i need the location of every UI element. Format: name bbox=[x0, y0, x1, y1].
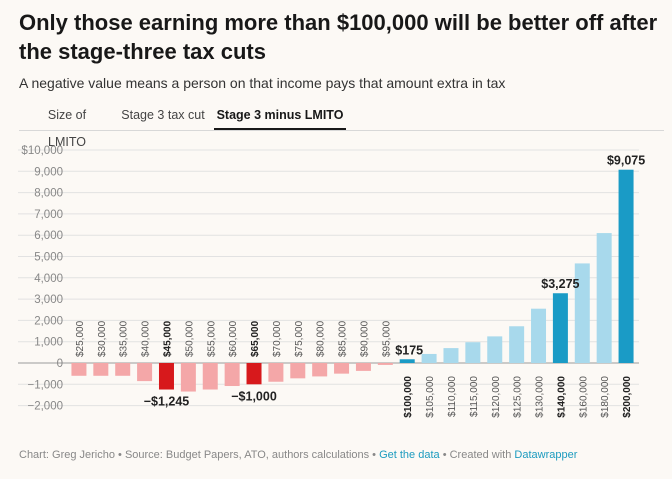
category-label: $140,000 bbox=[556, 376, 567, 418]
bar bbox=[71, 363, 87, 376]
bar bbox=[355, 363, 371, 371]
bar bbox=[574, 263, 590, 363]
category-label: $70,000 bbox=[272, 320, 283, 357]
y-tick-label: −1,000 bbox=[28, 379, 64, 391]
footer-credit: Chart: Greg Jericho • Source: Budget Pap… bbox=[19, 449, 380, 461]
category-label: $200,000 bbox=[622, 376, 633, 418]
y-tick-label: −2,000 bbox=[28, 401, 64, 413]
bar bbox=[487, 336, 503, 363]
bar bbox=[465, 342, 481, 363]
category-label: $130,000 bbox=[535, 376, 546, 418]
tab-stage-3-tax-cut[interactable]: Stage 3 tax cut bbox=[121, 108, 205, 122]
bar bbox=[158, 363, 174, 390]
data-label: $3,275 bbox=[541, 277, 579, 291]
category-label: $120,000 bbox=[491, 376, 502, 418]
y-tick-label: 2,000 bbox=[34, 315, 63, 327]
category-label: $85,000 bbox=[338, 320, 349, 357]
y-tick-label: 1,000 bbox=[34, 337, 63, 349]
chart-title: Only those earning more than $100,000 wi… bbox=[19, 10, 658, 64]
bar bbox=[224, 363, 240, 387]
bar bbox=[618, 169, 634, 363]
category-label: $80,000 bbox=[316, 320, 327, 357]
category-label: $125,000 bbox=[513, 376, 524, 418]
datawrapper-link[interactable]: Datawrapper bbox=[514, 449, 578, 461]
y-tick-label: 3,000 bbox=[34, 294, 63, 306]
category-label: $105,000 bbox=[425, 376, 436, 418]
category-label: $65,000 bbox=[250, 320, 261, 357]
data-label: $9,075 bbox=[607, 154, 645, 168]
category-label: $100,000 bbox=[403, 376, 414, 418]
category-label: $25,000 bbox=[75, 320, 86, 357]
bar bbox=[268, 363, 284, 382]
footer: Chart: Greg Jericho • Source: Budget Pap… bbox=[19, 449, 577, 461]
y-tick-label: 7,000 bbox=[34, 209, 63, 221]
bar bbox=[334, 363, 350, 374]
bar bbox=[180, 363, 196, 392]
category-label: $40,000 bbox=[141, 320, 152, 357]
y-tick-label: 6,000 bbox=[34, 230, 63, 242]
footer-created: • Created with bbox=[439, 449, 515, 461]
get-the-data-link[interactable]: Get the data bbox=[379, 449, 440, 461]
bar bbox=[509, 326, 525, 363]
bar bbox=[312, 363, 328, 377]
y-tick-label: 9,000 bbox=[34, 166, 63, 178]
tab-stage-3-minus-lmito[interactable]: Stage 3 minus LMITO bbox=[214, 102, 346, 130]
category-label: $35,000 bbox=[119, 320, 130, 357]
data-label: $175 bbox=[395, 343, 423, 357]
data-label: −$1,245 bbox=[144, 395, 190, 409]
category-label: $110,000 bbox=[447, 376, 458, 417]
bar bbox=[399, 359, 415, 363]
bar bbox=[246, 363, 262, 385]
category-label: $60,000 bbox=[228, 320, 239, 357]
category-label: $95,000 bbox=[381, 320, 392, 357]
bar bbox=[443, 348, 459, 363]
category-label: $180,000 bbox=[600, 376, 611, 418]
category-label: $160,000 bbox=[578, 376, 589, 418]
bar bbox=[115, 363, 131, 376]
bar bbox=[290, 363, 306, 379]
bar bbox=[421, 353, 437, 363]
tab-size-of-lmito[interactable]: Size of LMITO bbox=[47, 108, 87, 149]
bar bbox=[202, 363, 218, 390]
y-tick-label: 0 bbox=[57, 358, 63, 370]
category-label: $75,000 bbox=[294, 320, 305, 357]
bar-chart: −2,000 −1,000 0 1,000 2,000 3,000 4,000 5,000 6,… bbox=[18, 145, 645, 418]
category-label: $55,000 bbox=[206, 320, 217, 357]
y-tick-label: 4,000 bbox=[34, 273, 63, 285]
bar bbox=[552, 293, 568, 363]
category-label: $30,000 bbox=[97, 320, 108, 357]
data-label: −$1,000 bbox=[231, 389, 277, 403]
category-label: $45,000 bbox=[162, 320, 173, 357]
chart-subtitle: A negative value means a person on that … bbox=[19, 75, 506, 91]
bar bbox=[377, 363, 393, 365]
category-label: $90,000 bbox=[359, 320, 370, 357]
y-tick-label: 8,000 bbox=[34, 188, 63, 200]
bar bbox=[93, 363, 109, 376]
y-tick-label: 5,000 bbox=[34, 252, 63, 264]
view-tabs: Size of LMITO Stage 3 tax cut Stage 3 mi… bbox=[19, 102, 664, 149]
bar bbox=[531, 308, 547, 363]
bar bbox=[596, 233, 612, 363]
category-label: $115,000 bbox=[469, 376, 480, 417]
y-tick-label: $10,000 bbox=[21, 145, 63, 157]
bar bbox=[137, 363, 153, 382]
category-label: $50,000 bbox=[184, 320, 195, 357]
